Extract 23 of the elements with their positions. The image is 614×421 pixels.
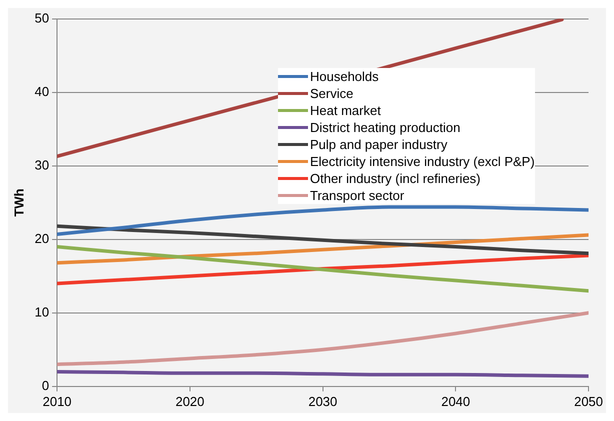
- y-tick-label: 50: [34, 10, 50, 26]
- legend-label: Heat market: [310, 102, 381, 119]
- legend-label: Service: [310, 85, 354, 102]
- y-axis-title: TWh: [11, 188, 26, 217]
- legend-label: Households: [310, 68, 379, 85]
- line-series: [57, 254, 589, 286]
- line-series: [57, 244, 589, 293]
- legend-label: Electricity intensive industry (excl P&P): [310, 153, 535, 170]
- x-tick-label: 2050: [574, 394, 603, 409]
- y-tick-label: 30: [34, 157, 50, 172]
- legend-label: District heating production: [310, 119, 460, 136]
- legend-label: Other industry (incl refineries): [310, 170, 480, 187]
- y-tick-label: 0: [42, 378, 50, 393]
- y-tick-label: 40: [34, 84, 50, 99]
- x-tick-label: 2030: [308, 394, 338, 409]
- y-tick-label: 10: [34, 304, 50, 320]
- line-series: [57, 205, 589, 236]
- legend-label: Pulp and paper industry: [310, 136, 448, 153]
- y-tick-label: 20: [34, 230, 50, 246]
- legend-label: Transport sector: [310, 187, 404, 204]
- x-tick-label: 2040: [441, 394, 470, 409]
- x-tick-label: 2010: [42, 394, 72, 409]
- x-tick-label: 2020: [175, 394, 204, 409]
